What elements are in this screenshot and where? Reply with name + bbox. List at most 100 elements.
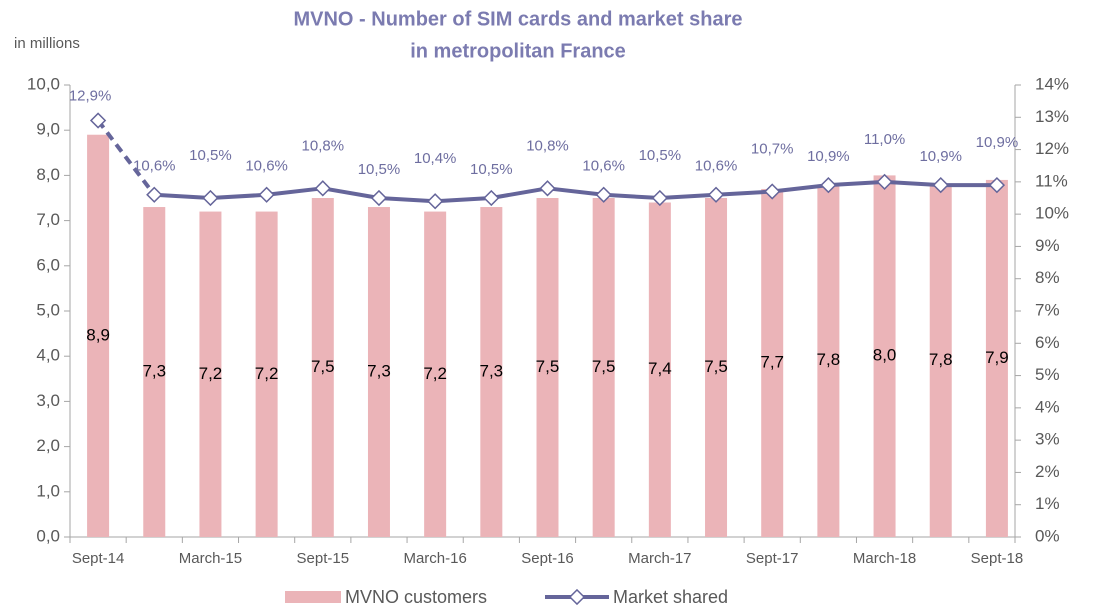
bar xyxy=(761,188,784,537)
line-value-label: 10,5% xyxy=(189,147,232,164)
y-tick-label: 1,0 xyxy=(36,481,60,500)
line-value-label: 10,5% xyxy=(470,161,513,178)
y2-tick-label: 12% xyxy=(1035,139,1069,158)
bar-value-label: 8,9 xyxy=(86,325,110,344)
line-marker xyxy=(988,176,1006,194)
x-tick-label: March-18 xyxy=(853,550,916,567)
bar xyxy=(255,211,278,537)
y2-tick-label: 0% xyxy=(1035,526,1060,545)
line-marker xyxy=(483,189,500,207)
bar xyxy=(367,207,390,538)
line-segment xyxy=(659,192,717,200)
y-tick-label: 0,0 xyxy=(36,526,60,545)
bar xyxy=(143,207,166,538)
line-value-label: 10,5% xyxy=(358,161,401,178)
line-marker xyxy=(89,112,107,129)
y2-tick-label: 3% xyxy=(1035,430,1060,449)
line-value-label: 10,6% xyxy=(133,158,176,175)
y2-tick-label: 4% xyxy=(1035,397,1060,416)
legend-label: MVNO customers xyxy=(345,587,487,607)
x-tick-label: March-17 xyxy=(628,550,691,567)
line-marker xyxy=(314,180,331,197)
bar xyxy=(648,202,671,537)
line-marker xyxy=(539,180,556,197)
y2-tick-label: 2% xyxy=(1035,462,1060,481)
line-marker xyxy=(820,176,837,194)
y-tick-label: 4,0 xyxy=(36,346,60,365)
bar xyxy=(199,211,222,537)
y2-tick-label: 14% xyxy=(1035,74,1069,93)
bar-value-label: 7,5 xyxy=(311,357,335,376)
y2-tick-label: 13% xyxy=(1035,107,1069,126)
line-segment xyxy=(547,186,604,197)
bar-value-label: 7,8 xyxy=(817,350,841,369)
line-marker xyxy=(202,189,219,207)
line-segment xyxy=(771,183,829,194)
bar-value-label: 7,4 xyxy=(648,359,672,378)
line-value-label: 10,6% xyxy=(582,158,625,175)
bar-value-label: 7,9 xyxy=(985,348,1009,367)
line-marker xyxy=(427,193,444,210)
bar xyxy=(592,198,615,537)
bar-value-label: 7,8 xyxy=(929,350,953,369)
bar xyxy=(424,211,447,537)
line-marker xyxy=(258,186,275,203)
legend-swatch xyxy=(285,591,341,603)
bar xyxy=(873,175,896,537)
bar-value-label: 7,7 xyxy=(760,352,784,371)
y2-tick-label: 11% xyxy=(1035,171,1068,190)
y2-tick-label: 5% xyxy=(1035,365,1060,384)
line-marker xyxy=(876,173,893,190)
y2-tick-label: 6% xyxy=(1035,333,1060,352)
line-value-label: 11,0% xyxy=(864,131,905,148)
y-tick-label: 8,0 xyxy=(36,165,60,184)
y-tick-label: 2,0 xyxy=(36,436,60,455)
y2-tick-label: 9% xyxy=(1035,236,1060,255)
line-value-label: 10,5% xyxy=(639,147,682,164)
line-segment xyxy=(435,196,492,204)
x-tick-label: March-16 xyxy=(403,550,466,567)
y-tick-label: 5,0 xyxy=(36,300,60,319)
line-segment xyxy=(828,179,885,188)
line-segment xyxy=(96,119,156,196)
line-segment xyxy=(322,186,380,200)
line-marker xyxy=(764,183,781,200)
line-value-label: 10,9% xyxy=(807,148,850,165)
line-value-label: 10,8% xyxy=(302,137,345,154)
line-value-label: 10,6% xyxy=(245,158,288,175)
x-tick-label: March-15 xyxy=(179,550,242,567)
bar-value-label: 7,2 xyxy=(199,364,223,383)
bar-value-label: 7,3 xyxy=(367,362,391,381)
line-segment xyxy=(715,189,773,197)
line-value-label: 10,9% xyxy=(919,148,962,165)
y2-tick-label: 7% xyxy=(1035,300,1060,319)
line-value-label: 10,4% xyxy=(414,150,457,167)
line-segment xyxy=(210,192,267,200)
y-tick-label: 6,0 xyxy=(36,255,60,274)
bar xyxy=(311,198,334,537)
line-segment xyxy=(490,186,548,200)
line-segment xyxy=(266,186,324,197)
bar xyxy=(705,198,728,537)
x-tick-label: Sept-16 xyxy=(521,550,574,567)
y-tick-label: 9,0 xyxy=(36,120,60,139)
line-marker xyxy=(707,186,725,203)
line-marker xyxy=(370,189,388,207)
y-tick-label: 10,0 xyxy=(27,74,60,93)
line-segment xyxy=(154,192,211,200)
y-tick-label: 7,0 xyxy=(36,210,60,229)
line-marker xyxy=(651,189,668,207)
line-value-label: 10,7% xyxy=(751,141,794,158)
line-marker xyxy=(146,186,163,203)
x-tick-label: Sept-18 xyxy=(971,550,1024,567)
line-marker xyxy=(595,186,612,203)
bar xyxy=(87,134,110,537)
y2-tick-label: 10% xyxy=(1035,204,1069,223)
line-value-label: 10,8% xyxy=(526,137,569,154)
bar-value-label: 7,5 xyxy=(704,357,728,376)
bar-value-label: 8,0 xyxy=(873,346,897,365)
y-axis-label: in millions xyxy=(14,35,80,52)
bar xyxy=(480,207,503,538)
x-tick-label: Sept-17 xyxy=(746,550,799,567)
chart-title: MVNO - Number of SIM cards and market sh… xyxy=(293,8,742,30)
